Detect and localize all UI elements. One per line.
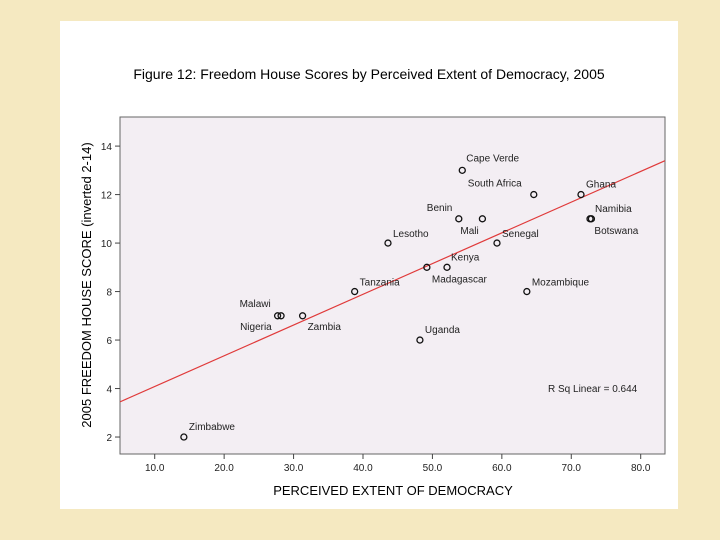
data-point xyxy=(298,312,307,320)
y-axis-title: 2005 FREEDOM HOUSE SCORE (inverted 2-14) xyxy=(79,142,94,427)
x-tick-label: 60.0 xyxy=(492,463,512,474)
point-label: Benin xyxy=(427,203,453,214)
data-point xyxy=(493,239,501,247)
data-point xyxy=(384,239,392,247)
x-tick-label: 10.0 xyxy=(145,463,165,474)
slide: Figure 12: Freedom House Scores by Perce… xyxy=(60,21,678,509)
point-label: Botswana xyxy=(594,226,638,237)
plot-area xyxy=(119,116,666,455)
x-tick-label: 40.0 xyxy=(353,463,373,474)
x-axis-title: PERCEIVED EXTENT OF DEMOCRACY xyxy=(273,483,513,498)
point-label: Mozambique xyxy=(532,278,590,289)
data-points: Cape Verde South Africa Ghana Benin Mali Nami… xyxy=(180,153,639,441)
point-label: Madagascar xyxy=(432,274,488,285)
point-label: Mali xyxy=(460,226,478,237)
data-point xyxy=(351,287,359,296)
y-tick-label: 4 xyxy=(106,385,112,396)
data-point xyxy=(577,190,585,199)
point-label: Tanzania xyxy=(360,278,400,289)
data-point xyxy=(455,215,463,223)
data-point xyxy=(530,190,538,199)
point-label: Cape Verde xyxy=(466,153,519,164)
data-point xyxy=(273,312,282,320)
point-label: Lesotho xyxy=(393,229,429,240)
r-squared-label: R Sq Linear = 0.644 xyxy=(548,384,638,395)
point-label: Nigeria xyxy=(240,322,272,333)
scatter-chart: Figure 12: Freedom House Scores by Perce… xyxy=(79,66,666,498)
data-point xyxy=(180,433,188,441)
point-label: South Africa xyxy=(468,179,522,190)
data-point xyxy=(277,312,285,320)
data-point xyxy=(523,287,531,296)
chart-title: Figure 12: Freedom House Scores by Perce… xyxy=(133,66,605,82)
point-label: Malawi xyxy=(240,299,271,310)
y-tick-label: 8 xyxy=(106,288,112,299)
data-point xyxy=(587,215,596,223)
x-axis: 10.0 20.0 30.0 40.0 50.0 60.0 70.0 80.0 xyxy=(145,454,651,474)
point-label: Zimbabwe xyxy=(189,422,236,433)
fit-line xyxy=(119,160,666,403)
point-label: Ghana xyxy=(586,180,616,191)
data-point xyxy=(458,166,466,174)
y-tick-label: 6 xyxy=(106,336,112,347)
y-axis: 2 4 6 8 10 12 14 xyxy=(101,142,120,444)
y-tick-label: 12 xyxy=(101,191,113,202)
data-point xyxy=(416,336,424,344)
point-label: Zambia xyxy=(308,322,342,333)
y-tick-label: 10 xyxy=(101,239,113,250)
x-tick-label: 70.0 xyxy=(562,463,582,474)
y-tick-label: 14 xyxy=(101,142,113,153)
point-label: Uganda xyxy=(425,325,460,336)
x-tick-label: 50.0 xyxy=(423,463,443,474)
x-tick-label: 30.0 xyxy=(284,463,304,474)
data-point xyxy=(423,263,431,271)
point-label: Senegal xyxy=(502,229,539,240)
y-tick-label: 2 xyxy=(106,433,112,444)
x-tick-label: 80.0 xyxy=(631,463,651,474)
data-point xyxy=(478,215,487,223)
x-tick-label: 20.0 xyxy=(214,463,234,474)
data-point xyxy=(443,263,451,271)
point-label: Kenya xyxy=(451,252,480,263)
point-label: Namibia xyxy=(595,204,632,215)
